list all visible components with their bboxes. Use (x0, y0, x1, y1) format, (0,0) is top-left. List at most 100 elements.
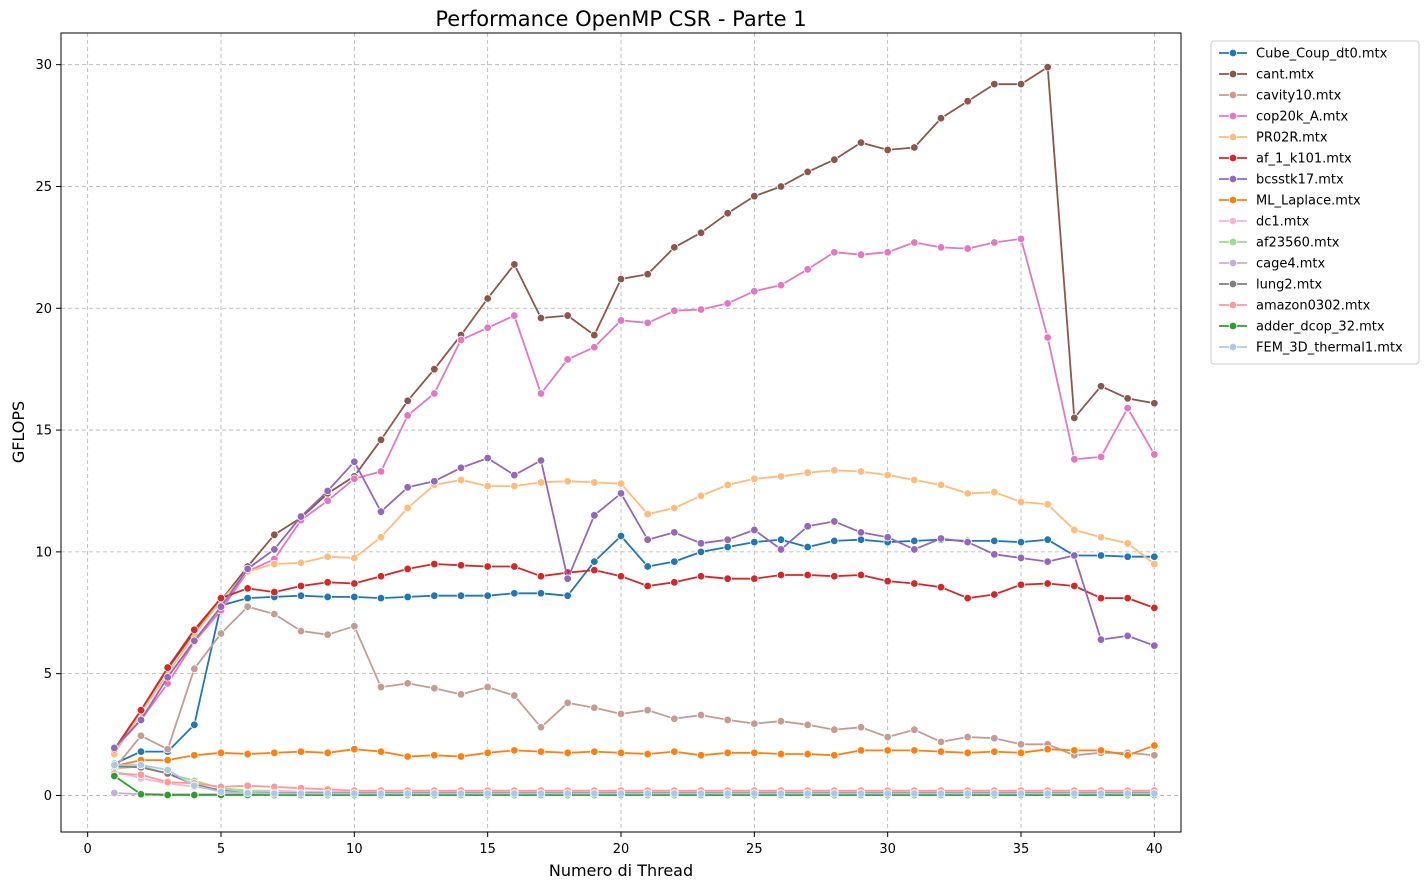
data-point (776, 716, 786, 726)
data-point (1123, 394, 1132, 403)
data-point (163, 777, 172, 787)
data-point (910, 475, 919, 485)
data-point (456, 335, 466, 345)
data-point (270, 609, 279, 619)
legend-label: cant.mtx (1256, 68, 1314, 83)
data-point (616, 748, 626, 758)
data-point (296, 626, 306, 636)
data-point (590, 565, 599, 575)
data-point (990, 536, 999, 546)
data-point (323, 748, 332, 758)
data-point (696, 572, 706, 581)
data-point (430, 591, 439, 600)
data-point (670, 528, 679, 537)
data-point (643, 749, 652, 759)
x-tick-label: 15 (479, 842, 496, 857)
series-line (113, 775, 1155, 796)
data-point (536, 747, 546, 756)
data-point (376, 789, 386, 798)
data-point (243, 781, 252, 790)
data-point (350, 579, 359, 588)
legend-item: ML_Laplace.mtx (1219, 194, 1361, 209)
data-point (536, 389, 546, 398)
data-point (136, 731, 146, 740)
data-point (856, 570, 866, 580)
data-point (803, 749, 812, 759)
legend-item: cavity10.mtx (1219, 89, 1342, 104)
legend-label: Cube_Coup_dt0.mtx (1256, 47, 1388, 62)
data-point (803, 720, 812, 730)
data-point (1123, 539, 1132, 548)
data-point (670, 578, 679, 587)
data-point (910, 579, 919, 588)
data-point (483, 294, 492, 303)
data-point (1043, 333, 1052, 342)
data-point (1016, 789, 1026, 798)
data-point (163, 673, 172, 682)
data-point (616, 274, 626, 284)
data-point (456, 561, 466, 570)
y-axis: 0 5 10 15 20 25 30 (35, 58, 61, 804)
data-point (376, 593, 386, 603)
data-point (1096, 789, 1106, 798)
data-point (536, 589, 546, 598)
data-point (883, 576, 892, 586)
data-point (376, 435, 386, 445)
data-point (643, 562, 652, 571)
data-point (110, 743, 119, 753)
data-point (270, 748, 279, 758)
data-point (456, 690, 466, 699)
data-point (216, 787, 226, 797)
data-point (750, 574, 759, 583)
legend-item: FEM_3D_thermal1.mtx (1219, 341, 1403, 356)
data-point (963, 244, 972, 253)
data-point (190, 625, 199, 635)
series-line (113, 605, 1155, 770)
data-point (243, 564, 252, 574)
data-point (990, 590, 999, 599)
data-point (563, 355, 572, 364)
data-point (1016, 234, 1026, 244)
data-point (456, 475, 466, 485)
data-point (456, 752, 466, 761)
x-tick-label: 25 (746, 842, 763, 857)
data-point (936, 114, 946, 123)
data-point (136, 706, 146, 715)
data-point (110, 771, 119, 781)
data-point (483, 591, 492, 600)
data-point (243, 788, 252, 798)
data-point (990, 747, 999, 756)
data-point (883, 145, 892, 155)
legend-marker (1228, 216, 1238, 226)
data-point (830, 572, 839, 581)
data-point (910, 143, 919, 152)
data-point (830, 155, 839, 164)
data-point (883, 789, 892, 798)
data-point (216, 748, 226, 758)
data-point (1043, 579, 1052, 588)
data-point (163, 765, 172, 775)
legend-marker (1228, 69, 1238, 79)
data-point (350, 621, 359, 631)
data-point (243, 749, 252, 759)
data-point (856, 467, 866, 476)
data-point (1150, 552, 1159, 561)
data-point (910, 536, 919, 546)
data-point (803, 167, 812, 177)
data-point (483, 453, 492, 463)
data-point (1150, 450, 1159, 459)
legend-marker (1228, 90, 1238, 100)
y-tick-label: 25 (35, 180, 52, 195)
data-point (270, 789, 279, 798)
data-point (430, 684, 439, 693)
data-point (1043, 557, 1052, 566)
y-tick-label: 5 (44, 667, 52, 682)
data-point (883, 248, 892, 257)
data-point (963, 748, 972, 758)
data-point (643, 535, 652, 544)
data-point (1043, 789, 1052, 798)
legend-item: cop20k_A.mtx (1219, 110, 1348, 125)
data-point (696, 789, 706, 798)
legend-marker (1228, 321, 1238, 331)
data-point (670, 557, 679, 566)
